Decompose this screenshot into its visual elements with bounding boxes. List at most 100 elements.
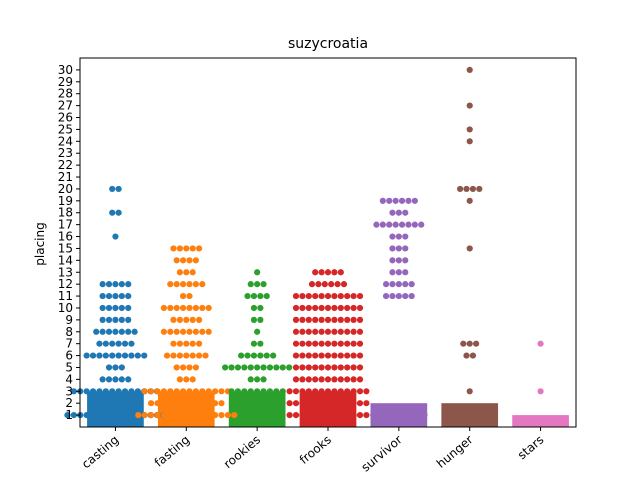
point-frooks (312, 400, 319, 407)
point-frooks (318, 388, 325, 395)
point-fasting (154, 388, 161, 395)
point-frooks (299, 328, 306, 335)
point-casting (112, 292, 119, 300)
point-frooks (292, 376, 300, 383)
point-rookies (254, 281, 261, 288)
point-frooks (344, 304, 351, 312)
point-frooks (312, 340, 319, 347)
point-rookies (260, 388, 267, 395)
point-casting (109, 352, 116, 359)
point-frooks (324, 388, 332, 395)
y-tick-label: 14 (58, 253, 73, 267)
point-hunger (466, 245, 473, 252)
point-casting (109, 209, 116, 216)
point-casting (102, 411, 109, 419)
y-tick-label: 13 (58, 265, 73, 279)
point-frooks (344, 292, 351, 300)
point-survivor (408, 292, 415, 300)
point-survivor (402, 245, 409, 252)
point-hunger (466, 388, 473, 395)
point-fasting (205, 388, 212, 395)
point-fasting (170, 316, 177, 323)
point-fasting (173, 411, 180, 419)
point-frooks (292, 328, 300, 335)
bar-rookies (228, 391, 286, 427)
point-survivor (418, 221, 425, 228)
point-casting (70, 388, 77, 395)
y-tick-label: 12 (58, 277, 73, 291)
point-frooks (350, 411, 357, 419)
point-fasting (199, 400, 206, 407)
point-casting (112, 364, 119, 371)
point-fasting (179, 328, 187, 335)
point-frooks (318, 400, 325, 407)
y-tick-label: 7 (65, 337, 73, 351)
point-frooks (337, 304, 344, 312)
point-rookies (241, 388, 248, 395)
point-frooks (331, 292, 338, 300)
bars-layer (87, 391, 569, 427)
y-tick-label: 22 (58, 158, 73, 172)
point-frooks (337, 328, 344, 335)
point-rookies (250, 304, 258, 312)
point-frooks (331, 352, 338, 359)
plot-frame (79, 57, 577, 428)
x-tick-label: frooks (297, 433, 334, 467)
point-frooks (356, 328, 364, 335)
point-rookies (234, 364, 242, 371)
point-frooks (350, 352, 357, 359)
point-survivor (402, 269, 409, 276)
point-fasting (186, 292, 193, 300)
point-hunger (466, 102, 473, 109)
point-frooks (324, 411, 332, 419)
point-rookies (238, 352, 245, 359)
point-fasting (179, 292, 187, 300)
point-survivor (398, 221, 406, 228)
point-fasting (176, 269, 183, 276)
point-fasting (179, 281, 187, 288)
point-frooks (331, 411, 338, 419)
point-frooks (356, 292, 364, 300)
point-frooks (344, 328, 351, 335)
point-frooks (318, 292, 325, 300)
point-frooks (324, 292, 332, 300)
point-rookies (257, 304, 264, 312)
point-frooks (350, 388, 357, 395)
point-frooks (344, 316, 351, 323)
point-casting (125, 376, 132, 383)
point-frooks (331, 376, 338, 383)
point-frooks (299, 388, 306, 395)
point-rookies (279, 388, 286, 395)
point-fasting (179, 364, 187, 371)
point-frooks (299, 376, 306, 383)
point-survivor (395, 411, 402, 419)
point-casting (96, 340, 103, 347)
point-rookies (247, 364, 254, 371)
point-rookies (250, 352, 258, 359)
x-tick-label: casting (79, 433, 121, 472)
point-survivor (386, 197, 393, 204)
y-tick-label: 29 (58, 75, 73, 89)
x-tick-label: fasting (152, 433, 192, 470)
point-fasting (179, 304, 187, 312)
y-tick-label: 17 (58, 218, 73, 232)
point-rookies (286, 364, 293, 371)
point-hunger (466, 340, 473, 347)
point-rookies (247, 411, 254, 419)
point-rookies (222, 364, 229, 371)
point-frooks (312, 411, 319, 419)
point-frooks (305, 388, 312, 395)
point-survivor (395, 281, 402, 288)
point-fasting (195, 316, 203, 323)
point-casting (125, 328, 132, 335)
y-tick-label: 15 (58, 241, 73, 255)
point-fasting (183, 340, 190, 347)
point-frooks (356, 411, 364, 419)
point-casting (118, 328, 125, 335)
bar-hunger (441, 403, 499, 427)
y-tick-label: 23 (58, 146, 73, 160)
y-tick-label: 20 (58, 182, 73, 196)
point-casting (134, 400, 141, 407)
point-survivor (395, 292, 402, 300)
